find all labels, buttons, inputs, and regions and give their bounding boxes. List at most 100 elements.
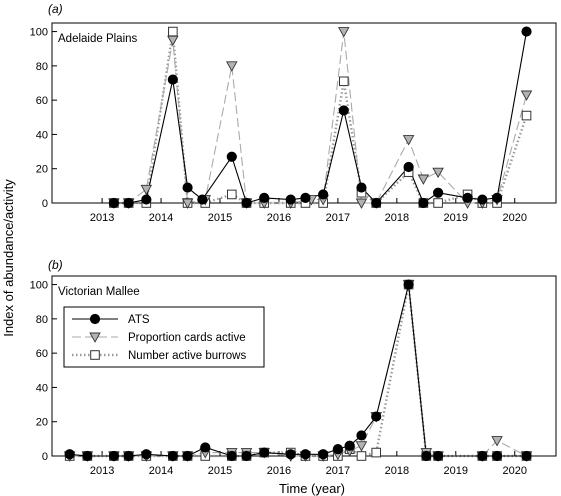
panel-a-point-ats: [259, 192, 270, 203]
panel-b-point-ats: [241, 450, 252, 462]
panel-a-point-ats: [521, 26, 532, 37]
panel-a-y-tick-label: 100: [30, 27, 48, 39]
panel-a-y-tick-label: 80: [36, 61, 48, 73]
panel-a-y-tick-label: 20: [36, 164, 48, 176]
panel-b-y-tick-label: 40: [36, 382, 48, 394]
panel-b-x-axis: 2013 2014 2015 2016 2017 2018 2019 2020: [90, 451, 527, 477]
panel-b-point-number-active-burrows: [356, 451, 367, 461]
panel-a-point-ats: [241, 197, 252, 209]
panel-a-y-tick-label: 40: [36, 129, 48, 141]
panel-a-x-tick-label: 2015: [208, 212, 232, 224]
panel-b-series: [63, 279, 533, 462]
panel-b-y-tick-label: 100: [30, 280, 48, 292]
panel-b-point-ats: [285, 449, 296, 460]
panel-b-point-ats: [521, 450, 532, 462]
panel-a-point-number-active-burrows: [168, 26, 178, 37]
panel-a-point-number-active-burrows: [521, 110, 532, 121]
panel-a-point-ats: [197, 194, 208, 205]
panel-b-y-tick-label: 60: [36, 348, 48, 360]
panel-a-point-ats: [182, 182, 193, 193]
panel-a-point-ats: [226, 151, 237, 162]
legend-label-number-active-burrows: Number active burrows: [128, 350, 246, 362]
legend-marker-ats: [89, 313, 101, 325]
y-axis-title: Index of abundance/activity: [1, 179, 16, 337]
panel-b-y-tick-label: 20: [36, 417, 48, 429]
panel-b-point-ats: [371, 411, 382, 422]
panel-a-point-ats: [477, 194, 488, 205]
panel-a-point-number-active-burrows: [433, 198, 443, 208]
panel-a-point-ats: [418, 197, 429, 209]
panel-a-y-axis: 0 20 40 60 80 100: [30, 27, 57, 210]
panel-b-point-ats: [356, 430, 367, 441]
panel-b-point-ats: [123, 450, 134, 462]
panel-a-x-axis: 2013 2014 2015 2016 2017 2018 2019 2020: [90, 198, 527, 224]
panel-b-point-ats: [300, 449, 311, 460]
panel-a-line-proportion-cards-active: [113, 31, 528, 204]
panel-a-x-tick-label: 2014: [149, 212, 173, 224]
panel-a-point-ats: [318, 189, 329, 200]
panel-a-point-ats: [462, 192, 473, 203]
panel-b-x-tick-label: 2017: [326, 465, 350, 477]
panel-a-plot-frame: [51, 22, 557, 204]
panel-b-point-ats: [64, 449, 75, 460]
panel-b-point-ats: [226, 450, 237, 462]
panel-b-point-ats: [108, 450, 119, 462]
panel-b-point-ats: [332, 444, 343, 455]
panel-a-point-proportion-cards-active: [402, 135, 415, 146]
legend-label-proportion-cards-active: Proportion cards active: [128, 332, 246, 344]
panel-b-point-ats: [421, 450, 432, 462]
panel-b-y-tick-label: 80: [36, 314, 48, 326]
panel-b-point-ats: [403, 279, 414, 290]
panel-a-x-tick-label: 2017: [326, 212, 350, 224]
panel-b-y-tick-label: 0: [42, 451, 48, 463]
panel-b-x-tick-label: 2015: [208, 465, 232, 477]
panel-a-point-number-active-burrows: [338, 76, 349, 87]
panel-b-x-tick-label: 2020: [502, 465, 526, 477]
panel-a-point-number-active-burrows: [226, 189, 237, 200]
panel-b-point-proportion-cards-active: [491, 436, 503, 447]
panel-b-point-ats: [491, 450, 503, 462]
panel-a-point-proportion-cards-active: [338, 27, 350, 38]
panel-a-y-tick-label: 60: [36, 95, 48, 107]
panel-a-point-ats: [403, 161, 414, 173]
panel-b-point-ats: [259, 447, 270, 458]
panel-a-x-tick-label: 2020: [502, 212, 526, 224]
panel-a-point-proportion-cards-active: [355, 198, 368, 209]
panel-b-point-ats: [200, 442, 211, 453]
panel-a-x-tick-label: 2018: [385, 212, 409, 224]
panel-a-point-ats: [371, 197, 382, 209]
panel-a-point-ats: [300, 192, 311, 203]
panel-b-point-ats: [433, 450, 444, 462]
panel-a-point-proportion-cards-active: [432, 167, 444, 179]
panel-b-point-ats: [344, 440, 355, 451]
legend: ATS Proportion cards active Number active …: [63, 306, 265, 368]
panel-a-line-number-active-burrows: [113, 31, 528, 205]
panel-a-point-ats: [167, 74, 178, 85]
panel-a-x-tick-label: 2016: [267, 212, 291, 224]
panel-b-point-ats: [141, 449, 152, 460]
panel-b-point-ats: [167, 450, 178, 462]
panel-b-point-ats: [82, 450, 93, 462]
panel-a-point-proportion-cards-active: [520, 90, 533, 101]
panel-a-point-proportion-cards-active: [167, 35, 179, 47]
panel-a-x-tick-label: 2013: [90, 212, 114, 224]
panel-a-point-ats: [108, 197, 119, 209]
panel-b-point-number-active-burrows: [371, 447, 382, 458]
panel-b-x-tick-label: 2018: [385, 465, 409, 477]
panel-b-x-tick-label: 2013: [90, 465, 114, 477]
panel-a-point-ats: [123, 197, 134, 209]
panel-b-point-ats: [477, 450, 488, 462]
panel-a-point-proportion-cards-active: [417, 174, 430, 185]
panel-b-point-ats: [318, 449, 329, 460]
panel-b-point-proportion-cards-active: [355, 441, 368, 452]
panel-b-y-axis: 0 20 40 60 80 100: [30, 280, 57, 463]
legend-marker-number-active-burrows: [90, 350, 100, 360]
panel-a-point-ats: [356, 182, 367, 193]
panel-a-point-ats: [338, 105, 349, 116]
panel-a-x-tick-label: 2019: [444, 212, 468, 224]
panel-b-x-tick-label: 2014: [149, 465, 173, 477]
panel-a-region-title: Adelaide Plains: [58, 33, 138, 45]
